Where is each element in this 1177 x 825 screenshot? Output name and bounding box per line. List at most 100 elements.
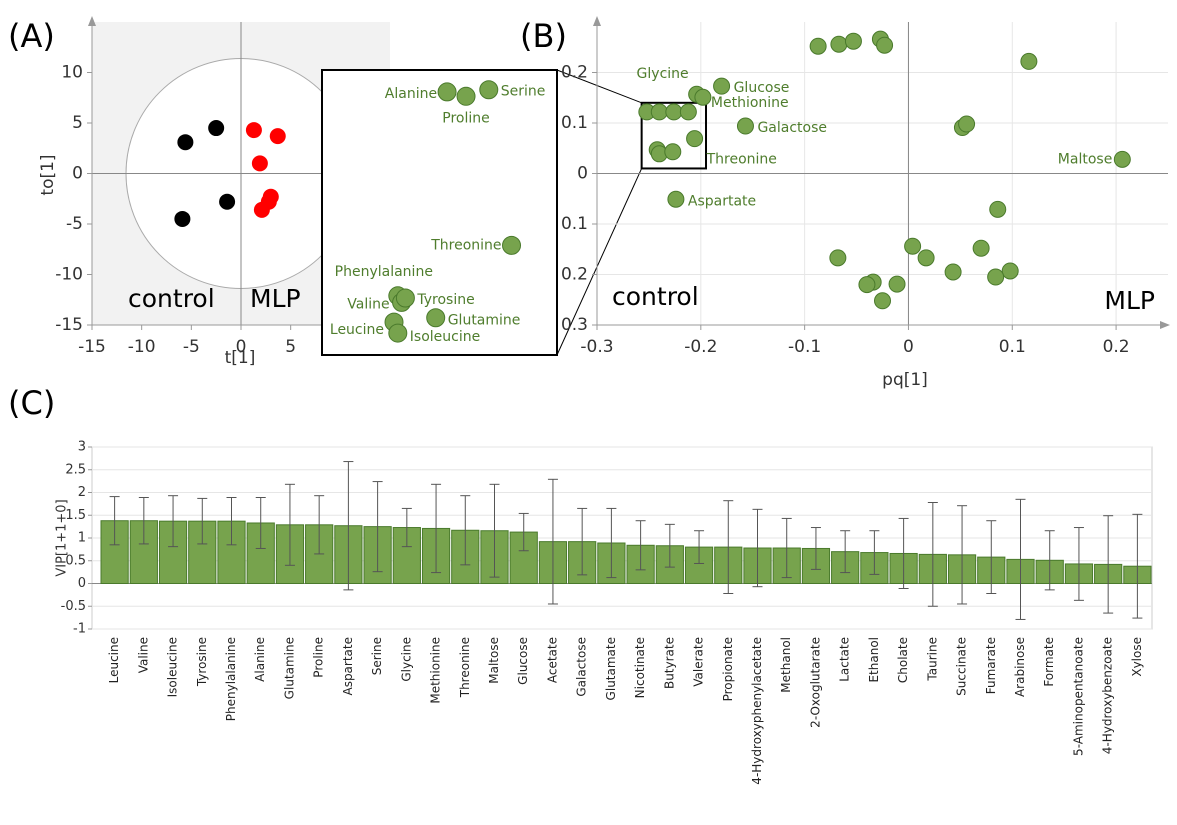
- x-tick-label: -5: [183, 337, 200, 357]
- error-bar: [372, 481, 383, 573]
- x-axis-label: t[1]: [225, 348, 256, 368]
- point: [1113, 150, 1131, 168]
- x-tick-label: 5-Aminopentanoate: [1071, 637, 1085, 756]
- error-bar: [343, 461, 354, 591]
- error-bar: [606, 507, 617, 579]
- y-tick-label: -1: [73, 622, 86, 637]
- point: [388, 323, 408, 343]
- error-bar: [401, 507, 412, 548]
- point-label: Galactose: [757, 120, 827, 136]
- x-tick-label: 4-Hydroxybenzoate: [1101, 637, 1115, 754]
- x-tick-label: Galactose: [575, 637, 589, 697]
- point: [809, 37, 827, 55]
- x-tick-label: Aspartate: [341, 637, 355, 696]
- point: [208, 120, 225, 137]
- y-tick-label: 0.1: [561, 113, 588, 133]
- x-tick-label: Fumarate: [984, 637, 998, 694]
- point-label: Serine: [501, 84, 546, 100]
- zoom-connector: [556, 69, 642, 104]
- point: [650, 103, 668, 121]
- error-bar: [957, 505, 968, 605]
- x-tick-label: -15: [78, 337, 106, 357]
- y-tick-label: 0.5: [65, 553, 86, 568]
- error-bar: [284, 483, 295, 566]
- error-bar: [752, 508, 763, 588]
- y-tick-label: 0: [78, 576, 86, 591]
- point-label: Leucine: [330, 322, 384, 338]
- point-label: Threonine: [430, 237, 501, 253]
- x-tick-label: Cholate: [896, 637, 910, 683]
- x-tick-label: Lactate: [838, 637, 852, 682]
- error-bar: [431, 483, 442, 574]
- error-bar: [781, 517, 792, 579]
- point: [1020, 52, 1038, 70]
- point: [437, 82, 457, 102]
- error-bar: [255, 497, 266, 549]
- x-tick-label: 4-Hydroxyphenylacetate: [750, 637, 764, 785]
- x-tick-label: Arabinose: [1013, 637, 1027, 697]
- point: [664, 143, 682, 161]
- point: [253, 201, 270, 218]
- x-tick-label: Taurine: [925, 637, 939, 682]
- point-label: Valine: [347, 296, 389, 312]
- point: [987, 268, 1005, 286]
- error-bar: [723, 500, 734, 595]
- x-tick-label: Propionate: [721, 637, 735, 701]
- error-bar: [635, 520, 646, 571]
- point-label: Proline: [442, 110, 489, 126]
- point: [395, 288, 415, 308]
- x-tick-label: Threonine: [458, 637, 472, 698]
- x-tick-label: Xylose: [1130, 637, 1144, 677]
- point: [829, 249, 847, 267]
- x-tick-label: Tyrosine: [195, 637, 209, 687]
- point-label: Tyrosine: [416, 292, 474, 308]
- point: [958, 115, 976, 133]
- y-tick-label: -0.5: [61, 599, 86, 614]
- x-tick-label: -10: [128, 337, 156, 357]
- point-label: Alanine: [385, 86, 437, 102]
- x-tick-label: Leucine: [107, 637, 121, 683]
- y-tick-label: 0.2: [561, 265, 588, 285]
- error-bar: [460, 495, 471, 566]
- chart-3: -1 -0.5 0 0.5 1 1.5 2 2.5 3 Leucine Valine Isoleuci…: [8, 384, 1153, 785]
- axis-arrow: [1160, 321, 1170, 329]
- x-tick-label: -0.1: [788, 337, 821, 357]
- point-label: Phenylalanine: [335, 264, 433, 280]
- x-tick-label: Acetate: [545, 637, 559, 683]
- y-axis-label: to[1]: [38, 154, 58, 195]
- x-tick-label: Methanol: [779, 637, 793, 693]
- x-tick-label: -0.3: [580, 337, 613, 357]
- y-tick-label: -10: [55, 265, 83, 285]
- annotation: MLP: [250, 284, 301, 313]
- error-bar: [109, 496, 120, 546]
- x-tick-label: 2-Oxoglutarate: [808, 637, 822, 728]
- point: [177, 134, 194, 151]
- x-axis-label: pq[1]: [882, 370, 928, 390]
- point: [479, 80, 499, 100]
- point: [736, 117, 754, 135]
- point: [874, 292, 891, 310]
- x-tick-label: Phenylalanine: [224, 637, 238, 721]
- x-tick-label: Glutamate: [604, 637, 618, 700]
- error-bar: [168, 495, 179, 548]
- x-tick-label: Alanine: [253, 637, 267, 682]
- point: [686, 130, 704, 148]
- point: [679, 103, 697, 121]
- point: [174, 210, 191, 227]
- error-bar: [840, 530, 851, 574]
- annotation: control: [612, 282, 699, 311]
- point: [876, 36, 894, 54]
- error-bar: [1103, 515, 1114, 614]
- point-label: Maltose: [1058, 151, 1113, 167]
- error-bar: [869, 530, 880, 575]
- x-tick-label: Isoleucine: [166, 637, 180, 697]
- x-tick-label: 0: [236, 337, 247, 357]
- panel-label: (C): [8, 384, 55, 422]
- x-tick-label: Butyrate: [662, 637, 676, 689]
- point: [917, 249, 935, 267]
- error-bar: [810, 527, 821, 570]
- x-tick-label: Formate: [1042, 637, 1056, 687]
- point: [667, 190, 685, 208]
- error-bar: [138, 497, 149, 545]
